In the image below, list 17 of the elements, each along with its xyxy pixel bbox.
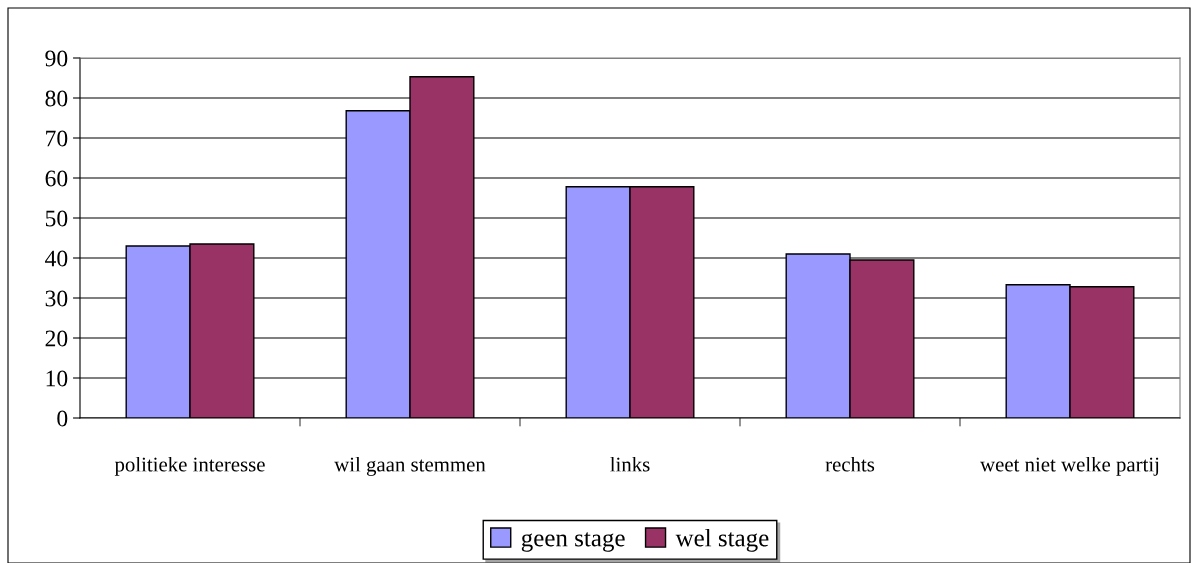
x-tick-label: links <box>610 456 650 472</box>
x-tick-label: wil gaan stemmen <box>334 456 486 476</box>
y-tick-label: 80 <box>45 90 68 107</box>
y-tick-label: 60 <box>45 170 68 187</box>
y-tick-label: 10 <box>46 370 68 387</box>
legend-label: wel stage <box>675 528 769 552</box>
y-tick-label: 0 <box>57 410 68 427</box>
x-tick-label: rechts <box>825 456 875 472</box>
y-tick-label: 30 <box>45 290 68 307</box>
y-tick-label: 90 <box>45 50 68 67</box>
y-tick-label: 50 <box>45 210 68 227</box>
y-tick-label: 40 <box>45 250 68 267</box>
y-tick-label: 20 <box>45 330 68 347</box>
legend-label: geen stage <box>521 532 625 552</box>
x-tick-label: weet niet welke partij <box>980 456 1159 476</box>
y-tick-label: 70 <box>46 130 68 147</box>
x-tick-label: politieke interesse <box>114 456 265 476</box>
